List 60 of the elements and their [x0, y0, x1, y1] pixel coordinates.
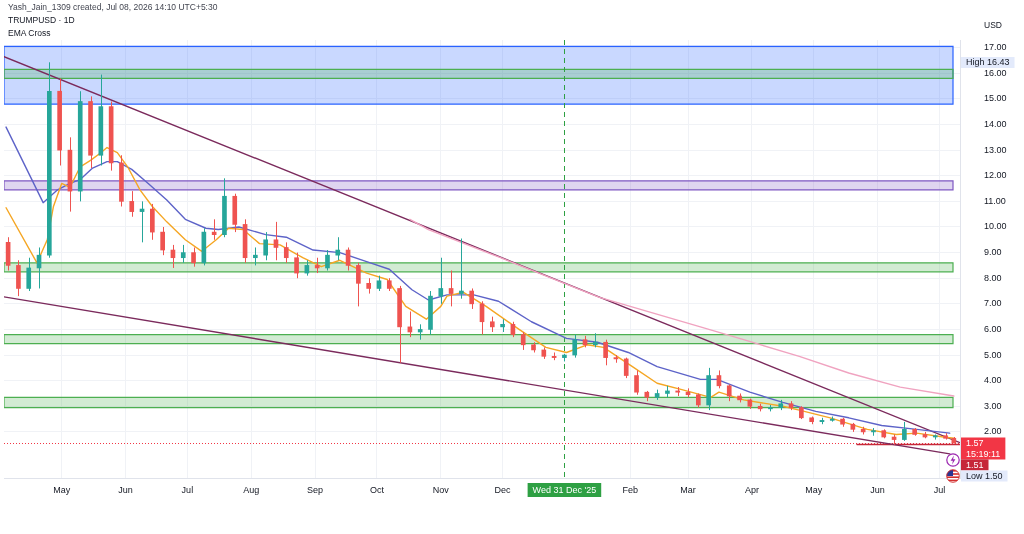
x-tick-label: Nov	[432, 484, 450, 495]
y-tick-label: 2.00	[984, 426, 1002, 437]
x-tick-label: Sep	[307, 484, 324, 495]
x-tick-label: Jun	[870, 484, 885, 495]
candlestick	[191, 246, 196, 268]
x-tick-label: Jul	[933, 484, 946, 495]
x-tick-label: Apr	[744, 484, 759, 495]
y-axis-title: USD	[984, 20, 1002, 31]
candlestick	[263, 231, 268, 261]
y-tick-label: 9.00	[984, 247, 1002, 258]
y-tick-label: 14.00	[984, 119, 1007, 130]
y-tick-label: 11.00	[984, 195, 1006, 206]
text: Yash_Jain_1309 created, Jul 08, 2026 14:10 UTC+5:30	[8, 1, 218, 14]
y-tick-label: 3.00	[984, 400, 1002, 411]
chart-subtitle: EMA Cross	[8, 27, 52, 40]
y-tick-label: 6.00	[984, 323, 1002, 334]
x-tick-label: Mar	[680, 484, 696, 495]
text: Low 1.50	[966, 470, 1003, 481]
candlestick	[26, 257, 32, 292]
x-tick-label: Jul	[181, 484, 194, 495]
y-tick-label: 10.00	[984, 221, 1007, 232]
candlestick	[150, 203, 155, 241]
candlestick	[335, 236, 341, 261]
candlestick	[623, 357, 629, 379]
candlestick	[469, 287, 475, 310]
candlestick	[603, 339, 608, 366]
y-tick-label: 12.00	[984, 170, 1007, 181]
ref-line-label: 1.57 15:19:11	[966, 437, 1001, 459]
candlestick	[129, 190, 135, 218]
y-tick-label: 5.00	[984, 349, 1002, 360]
candlestick	[356, 262, 361, 307]
candlestick	[438, 257, 444, 305]
data-label: 1.51	[966, 459, 984, 470]
y-tick-label: 7.00	[984, 298, 1002, 309]
x-tick-label: May	[53, 484, 71, 495]
candlestick	[634, 369, 639, 396]
x-tick-label: Aug	[243, 484, 260, 495]
candlestick	[160, 226, 165, 256]
chart-title: TRUMPUSD · 1D	[8, 14, 76, 27]
candlestick	[16, 259, 21, 297]
y-tick-label: 16.00	[984, 67, 1007, 78]
candlestick	[572, 334, 578, 359]
y-tick-label: 13.00	[984, 144, 1007, 155]
candlestick	[294, 252, 299, 279]
candlestick	[459, 238, 464, 300]
y-tick-label: 15.00	[984, 93, 1007, 104]
candlestick	[273, 221, 279, 261]
x-tick-label: Oct	[369, 484, 385, 495]
x-tick-label: May	[805, 484, 823, 495]
x-tick-label: Jun	[118, 484, 133, 495]
y-tick-label: 8.00	[984, 272, 1002, 283]
candlestick	[325, 249, 330, 272]
ref-line-label: Wed 31 Dec '25	[532, 484, 597, 495]
y-tick-label: 17.00	[984, 42, 1007, 53]
x-tick-label: Dec	[494, 484, 512, 495]
x-tick-label: Feb	[622, 484, 639, 495]
candlestick	[283, 241, 289, 264]
candlestick	[902, 421, 907, 442]
y-tick-label: 4.00	[984, 375, 1002, 386]
text: High 16.43	[966, 57, 1010, 68]
